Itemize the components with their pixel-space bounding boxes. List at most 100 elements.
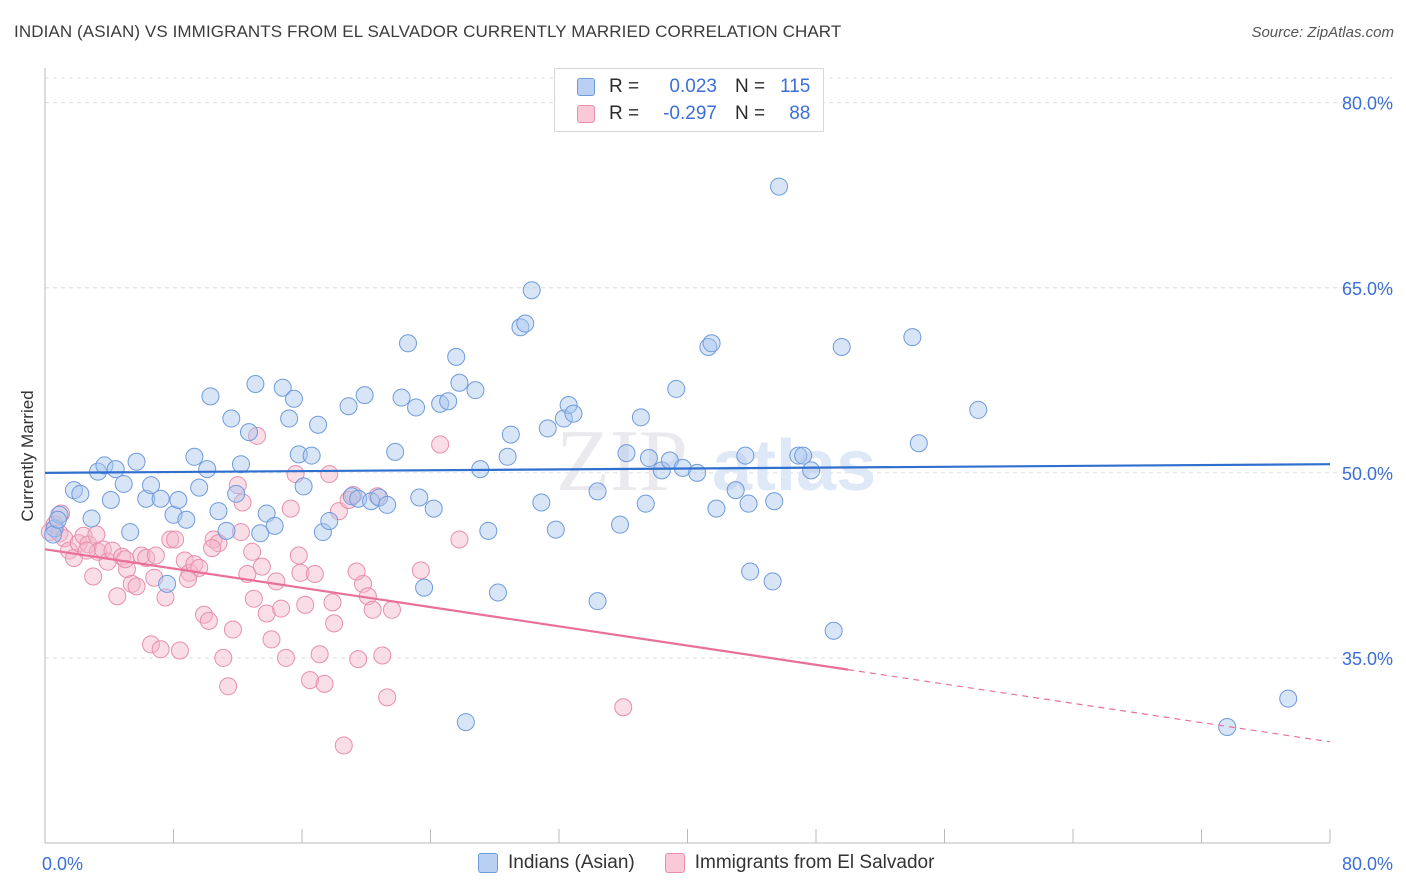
data-point-indians [284,389,303,408]
data-point-indians [302,446,321,465]
data-point-el-salvador [116,550,135,569]
data-point-indians [559,395,578,414]
data-point-el-salvador [262,630,281,649]
data-point-el-salvador [315,674,334,693]
data-point-indians [498,447,517,466]
data-point-indians [707,499,726,518]
legend-row-el-salvador: R = -0.297 N = 88 [577,102,810,126]
source-note: Source: ZipAtlas.com [1251,24,1394,41]
data-point-indians [265,516,284,535]
data-point-indians [106,460,125,479]
data-point-indians [355,386,374,405]
data-point-el-salvador [334,736,353,755]
axes [44,68,1331,844]
data-point-indians [142,476,161,495]
data-point-indians [741,562,760,581]
data-point-el-salvador [127,577,146,596]
data-point-el-salvador [199,611,218,630]
data-point-indians [114,474,133,493]
data-point-indians [702,334,721,353]
data-point-indians [832,337,851,356]
data-point-indians [450,373,469,392]
data-point-indians [399,334,418,353]
data-point-el-salvador [310,645,329,664]
data-point-indians [246,375,265,393]
data-point-indians [639,449,658,468]
data-point-el-salvador [170,641,189,660]
data-point-indians [190,478,209,497]
data-point-indians [410,488,429,507]
data-point-indians [739,494,758,513]
data-point-el-salvador [231,523,250,542]
y-tick-label: 35.0% [1342,649,1393,669]
data-point-indians [439,392,458,411]
data-point-indians [251,524,270,543]
data-point-indians [969,400,988,419]
trend-line-indians [44,463,1331,474]
legend-r-label: R = [609,76,640,97]
x-tick-label: 80.0% [1342,854,1393,874]
data-point-indians [339,397,358,416]
chart-title: INDIAN (ASIAN) VS IMMIGRANTS FROM EL SAL… [14,22,842,41]
trend-line-el-salvador-extension [848,669,1331,743]
legend-item-indians: Indians (Asian) [478,852,635,874]
data-point-indians [392,388,411,407]
data-point-el-salvador [161,530,180,549]
legend-swatch-pink [664,853,685,873]
data-point-indians [688,463,707,482]
watermark-zip: ZIP [556,413,688,510]
data-point-el-salvador [305,565,324,584]
data-point-el-salvador [363,600,382,619]
data-point-indians [588,592,607,611]
legend-swatch-blue [577,78,595,96]
data-point-indians [1279,689,1298,708]
data-point-indians [127,452,146,471]
data-point-indians [82,509,101,528]
data-point-el-salvador [195,605,214,624]
data-point-indians [185,447,204,466]
watermark-atlas: atlas [712,426,876,506]
data-point-indians [794,446,813,465]
data-point-indians [909,434,928,453]
data-point-indians [137,489,156,508]
data-point-indians [488,583,507,602]
data-point-indians [309,415,328,434]
data-point-el-salvador [267,572,286,591]
legend-n-label: N = [734,103,766,124]
data-point-indians [447,347,466,366]
data-point-el-salvador [223,620,242,639]
data-point-el-salvador [614,698,633,717]
data-point-indians [227,484,246,503]
data-point-indians [151,489,170,508]
series-legend: Indians (Asian) Immigrants from El Salva… [478,852,964,874]
data-point-indians [239,423,258,442]
data-point-indians [479,521,498,540]
data-point-indians [554,409,573,428]
data-point-indians [611,515,630,534]
data-point-el-salvador [243,542,262,561]
data-point-indians [667,379,686,398]
data-point-indians [121,523,140,542]
data-point-indians [631,408,650,427]
tick-labels: 35.0% 50.0% 65.0% 80.0% 0.0% 80.0% [42,94,1393,874]
data-point-el-salvador [276,648,295,667]
data-point-el-salvador [296,595,315,614]
data-point-indians [95,456,114,475]
data-point-indians [386,442,405,461]
data-point-el-salvador [74,526,93,545]
legend-swatch-blue [478,853,498,873]
legend-r-value: -0.297 [663,103,717,124]
data-point-indians [313,523,332,542]
y-tick-label: 80.0% [1342,94,1393,114]
data-point-el-salvador [108,587,127,606]
x-tick-label: 0.0% [42,854,83,874]
data-point-el-salvador [378,688,397,707]
data-point-indians [169,490,188,509]
data-point-el-salvador [257,604,276,623]
legend-swatch-pink [577,105,595,123]
data-point-indians [280,409,299,428]
data-point-el-salvador [252,557,271,576]
data-point-el-salvador [203,539,222,558]
data-point-indians [217,521,236,540]
